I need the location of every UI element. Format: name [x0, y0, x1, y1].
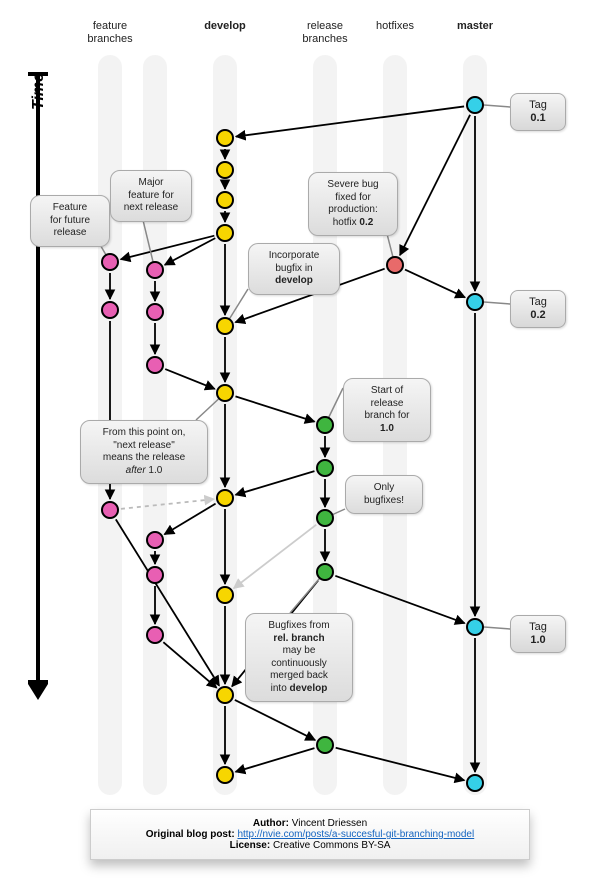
edge-r2-d7	[234, 525, 317, 589]
commit-fB3	[146, 531, 164, 549]
edge-fB5-d8	[163, 642, 216, 688]
callout-c-start-rel: Start ofreleasebranch for1.0	[343, 378, 431, 442]
commit-fA1	[101, 301, 119, 319]
time-axis-bar	[36, 72, 40, 682]
edge-fB2-d5	[165, 369, 215, 389]
tag-connector-0.2	[484, 302, 510, 304]
edge-r1-d6	[236, 471, 315, 495]
commit-r0	[316, 416, 334, 434]
callout-c-incorporate: Incorporatebugfix indevelop	[248, 243, 340, 295]
edge-d5-r0	[235, 396, 314, 421]
callout-c-next-rel: From this point on,"next release"means t…	[80, 420, 208, 484]
lane-label-feature1: feature branches	[87, 20, 132, 46]
tag-connector-1.0	[484, 627, 510, 629]
credits-author-label: Author:	[253, 818, 289, 829]
lane-label-master: master	[457, 20, 493, 33]
edge-fA2-d6	[121, 499, 214, 509]
commit-d6	[216, 489, 234, 507]
commit-fB1	[146, 303, 164, 321]
commit-d5	[216, 384, 234, 402]
commit-r1	[316, 459, 334, 477]
commit-m2	[466, 618, 484, 636]
callout-c-major-feat: Majorfeature fornext release	[110, 170, 192, 222]
commit-m1	[466, 293, 484, 311]
credits-license-label: License:	[230, 840, 271, 851]
commit-m3	[466, 774, 484, 792]
commit-fA2	[101, 501, 119, 519]
commit-r3	[316, 563, 334, 581]
tag-0.1: Tag0.1	[510, 93, 566, 131]
callout-c-severe-bug: Severe bugfixed forproduction:hotfix 0.2	[308, 172, 398, 236]
edge-d3-fA0	[121, 236, 215, 260]
commit-r4	[316, 736, 334, 754]
lane-master	[463, 55, 487, 795]
commit-r2	[316, 509, 334, 527]
time-axis-cap-bottom	[28, 680, 48, 684]
commit-d2	[216, 191, 234, 209]
edge-m0-h0	[400, 115, 470, 255]
edge-r4-d9	[236, 748, 315, 772]
tag-0.2: Tag0.2	[510, 290, 566, 328]
lane-label-hotfix: hotfixes	[376, 20, 414, 33]
lane-label-develop: develop	[204, 20, 246, 33]
credits-link[interactable]: http://nvie.com/posts/a-succesful-git-br…	[237, 829, 474, 840]
edge-h0-m1	[405, 270, 465, 298]
edge-d3-fB0	[165, 238, 216, 265]
tag-connector-0.1	[484, 105, 510, 107]
commit-fB5	[146, 626, 164, 644]
commit-d0	[216, 129, 234, 147]
callout-c-only-bug: Onlybugfixes!	[345, 475, 423, 514]
commit-h0	[386, 256, 404, 274]
edge-fA2-d8	[116, 519, 219, 685]
edge-d8-r4	[235, 700, 315, 740]
commit-fB2	[146, 356, 164, 374]
lane-label-release: release branches	[302, 20, 347, 46]
commit-m0	[466, 96, 484, 114]
commit-d1	[216, 161, 234, 179]
credits-author: Vincent Driessen	[292, 818, 367, 829]
commit-fB4	[146, 566, 164, 584]
commit-fB0	[146, 261, 164, 279]
edge-d6-fB3	[164, 504, 215, 535]
credits-license: Creative Commons BY-SA	[273, 840, 390, 851]
callout-c-bugfix-merge: Bugfixes fromrel. branchmay becontinuous…	[245, 613, 353, 702]
tag-1.0: Tag1.0	[510, 615, 566, 653]
commit-d4	[216, 317, 234, 335]
commit-d8	[216, 686, 234, 704]
credits-post-label: Original blog post:	[146, 829, 235, 840]
commit-fA0	[101, 253, 119, 271]
commit-d7	[216, 586, 234, 604]
commit-d9	[216, 766, 234, 784]
commit-d3	[216, 224, 234, 242]
credits-box: Author: Vincent Driessen Original blog p…	[90, 809, 530, 860]
edge-m0-d0	[236, 106, 464, 136]
time-label: Time	[30, 73, 48, 110]
callout-c-feat-future: Featurefor futurerelease	[30, 195, 110, 247]
